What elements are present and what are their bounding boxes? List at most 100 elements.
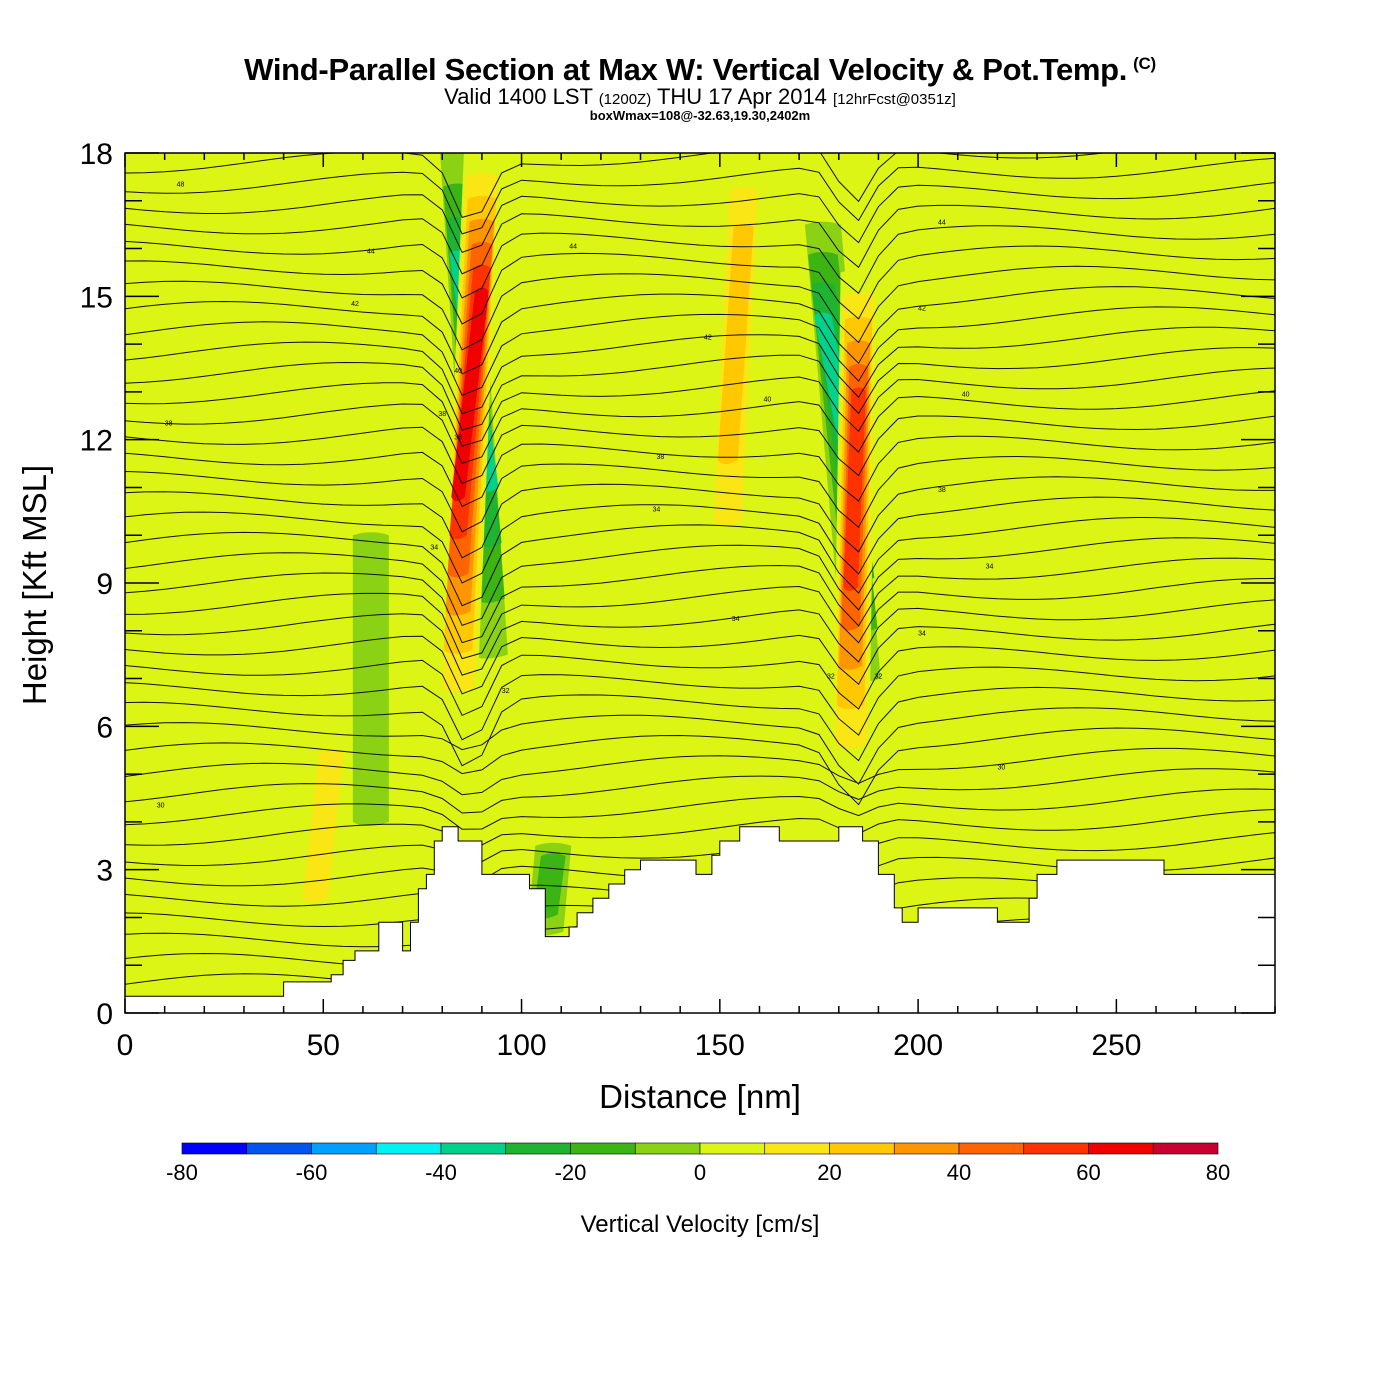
isentrope-line: [125, 768, 1275, 814]
contour-label: 40: [454, 368, 462, 375]
isentrope-line: [125, 666, 1275, 741]
updraft-band-1-level-5: [843, 387, 866, 592]
updraft-band-3-level-1: [302, 749, 344, 903]
colorbar-tick-label: 80: [1206, 1160, 1230, 1185]
colorbar-swatch: [699, 1142, 766, 1155]
colorbar-tick-label: 40: [947, 1160, 971, 1185]
contour-label: 42: [918, 306, 926, 313]
isentrope-line: [125, 182, 1275, 254]
y-tick-label: 9: [96, 568, 113, 601]
isentrope-line: [125, 707, 1275, 785]
y-axis-title: Height [Kft MSL]: [16, 465, 53, 705]
downdraft-band-3-level-1: [358, 566, 384, 769]
velocity-field: [125, 153, 1275, 1013]
chart-title: Wind-Parallel Section at Max W: Vertical…: [0, 52, 1400, 88]
isentrope-line: [125, 245, 1275, 325]
colorbar-swatch: [440, 1142, 507, 1155]
isentrope-line: [125, 390, 1275, 465]
contour-label: 44: [938, 220, 946, 227]
x-tick-label: 0: [117, 1029, 134, 1062]
colorbar-tick-label: 20: [817, 1160, 841, 1185]
colorbar-tick-label: 60: [1076, 1160, 1100, 1185]
y-tick-labels: 0 3 6 9 12 15 18: [80, 138, 113, 1031]
valid-time-prefix: Valid 1400 LST: [444, 84, 593, 109]
contour-label: 32: [875, 674, 883, 681]
contour-label: 32: [502, 688, 510, 695]
isentrope-line: [125, 496, 1275, 584]
y-tick-label: 0: [96, 998, 113, 1031]
isentrope-line: [125, 537, 1275, 627]
colorbar-title: Vertical Velocity [cm/s]: [581, 1211, 820, 1238]
isentrope-line: [125, 646, 1275, 717]
x-tick-label: 150: [695, 1029, 745, 1062]
colorbar-tick-label: -20: [555, 1160, 587, 1185]
isentrope-line: [125, 455, 1275, 533]
colorbar-swatch: [764, 1142, 830, 1155]
isentrope-line: [125, 415, 1275, 485]
colorbar-swatch: [570, 1142, 636, 1155]
contour-label: 34: [986, 564, 994, 571]
isentrope-line: [125, 623, 1275, 695]
x-tick-labels: 0 50 100 150 200 250: [117, 1029, 1142, 1062]
valid-time-utc: (1200Z): [598, 91, 652, 108]
y-tick-label: 6: [96, 711, 113, 744]
axis-ticks: [124, 152, 1276, 1014]
isentrope-line: [125, 809, 1275, 846]
contour-label: 34: [430, 545, 438, 552]
contour-label: 44: [569, 244, 577, 251]
contour-label: 40: [764, 396, 772, 403]
x-tick-label: 100: [497, 1029, 547, 1062]
isentrope-line: [125, 557, 1275, 644]
y-tick-label: 18: [80, 138, 113, 171]
isentrope-line: [125, 326, 1275, 415]
colorbar-swatch: [375, 1142, 442, 1155]
contour-label: 38: [454, 435, 462, 442]
colorbar-swatch: [246, 1142, 312, 1155]
isentrope-line: [125, 153, 1108, 219]
colorbar-swatch: [1088, 1142, 1154, 1155]
contour-label: 42: [351, 301, 359, 308]
isentrope-line: [125, 157, 1275, 235]
x-tick-label: 200: [893, 1029, 943, 1062]
isentrope-line: [125, 367, 1275, 447]
isentrope-line: [125, 788, 1275, 830]
contour-label: 38: [165, 420, 173, 427]
contour-label: 30: [997, 764, 1005, 771]
isentrope-line: [125, 225, 1275, 299]
isentrope-line: [125, 727, 1275, 806]
x-tick-label: 50: [307, 1029, 340, 1062]
x-axis-title: Distance [nm]: [599, 1078, 801, 1115]
colorbar-swatch: [181, 1142, 248, 1155]
isentrope-line: [125, 577, 1275, 660]
terrain-mask: [124, 826, 1276, 1014]
colorbar-swatch: [829, 1142, 895, 1155]
pot-temp-contours: [125, 153, 1275, 1006]
isentrope-line: [125, 204, 1275, 275]
pot-temp-contour-labels: 48 44 44 44 42 42 42 40 40 40 38 38 38 38 38 34 34 34 34 34…: [157, 181, 1006, 809]
colorbar-tick-label: -40: [425, 1160, 457, 1185]
colorbar-tick-label: -80: [166, 1160, 198, 1185]
colorbar: [181, 1142, 1219, 1155]
isentrope-line: [125, 747, 1275, 796]
contour-label: 44: [367, 248, 375, 255]
isentrope-line: [125, 286, 1275, 375]
contour-label: 38: [656, 454, 664, 461]
y-tick-label: 3: [96, 855, 113, 888]
colorbar-tick-label: 0: [694, 1160, 706, 1185]
colorbar-swatch: [1023, 1142, 1089, 1155]
colorbar-swatch: [505, 1142, 571, 1155]
isentrope-line: [125, 599, 1275, 676]
isentrope-line: [125, 832, 1275, 866]
x-tick-label: 250: [1091, 1029, 1141, 1062]
colorbar-tick-labels: -80 -60 -40 -20 0 20 40 60 80: [166, 1160, 1230, 1185]
isentrope-line: [125, 347, 1275, 431]
colorbar-swatch: [634, 1142, 701, 1155]
isentrope-line: [125, 306, 1275, 396]
contour-label: 34: [732, 616, 740, 623]
isentrope-line: [125, 516, 1275, 607]
isentrope-line: [125, 686, 1275, 767]
colorbar-swatch: [1152, 1142, 1219, 1155]
y-tick-label: 12: [80, 425, 113, 458]
contour-label: 34: [918, 631, 926, 638]
valid-time-line: Valid 1400 LST (1200Z) THU 17 Apr 2014 […: [0, 84, 1400, 110]
